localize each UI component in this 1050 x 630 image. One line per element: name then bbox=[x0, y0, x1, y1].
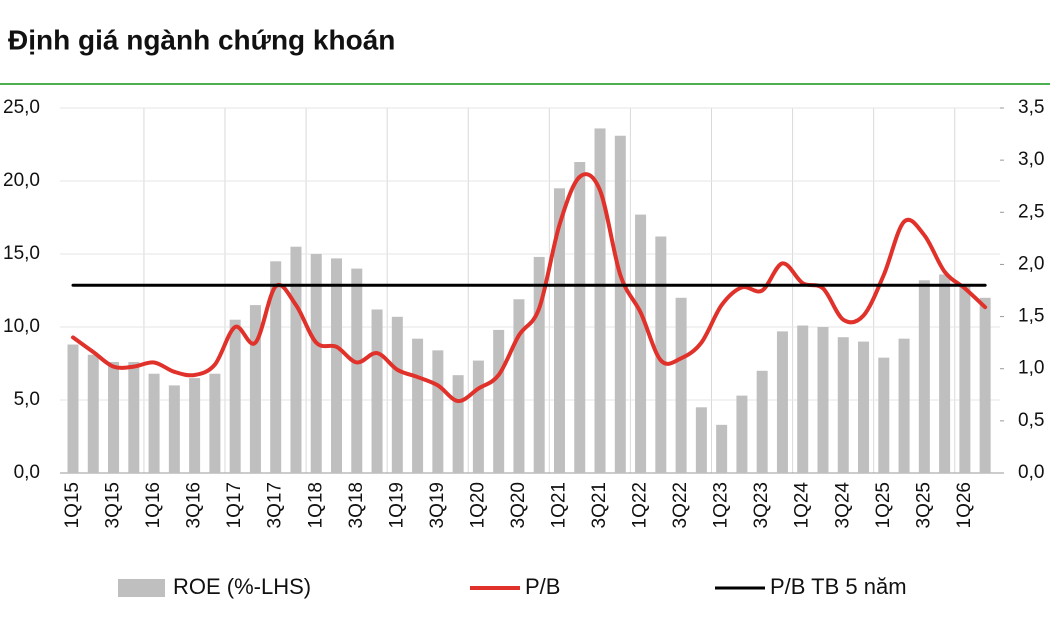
bar bbox=[270, 261, 282, 473]
bar bbox=[695, 407, 707, 473]
bar bbox=[533, 256, 545, 473]
bar bbox=[797, 325, 809, 473]
bar bbox=[189, 378, 201, 473]
x-tick-label: 3Q16 bbox=[184, 482, 205, 528]
x-tick-label: 3Q21 bbox=[589, 482, 610, 528]
x-tick-label: 1Q18 bbox=[305, 482, 326, 528]
bar bbox=[635, 214, 647, 473]
bar bbox=[108, 362, 120, 473]
bar bbox=[229, 319, 241, 473]
x-tick-label: 1Q16 bbox=[143, 482, 164, 528]
bar bbox=[817, 327, 829, 473]
x-tick-label: 3Q17 bbox=[265, 482, 286, 528]
bar bbox=[412, 338, 424, 473]
y-tick-label: 15,0 bbox=[3, 243, 40, 264]
bar bbox=[513, 299, 525, 473]
bar bbox=[331, 258, 343, 473]
y2-tick-label: 1,0 bbox=[1018, 358, 1044, 379]
bar bbox=[371, 309, 383, 473]
x-tick-label: 1Q17 bbox=[224, 482, 245, 528]
bar bbox=[148, 373, 160, 473]
bar bbox=[493, 329, 505, 473]
bar bbox=[979, 297, 991, 473]
bar bbox=[594, 128, 606, 473]
y2-tick-label: 2,0 bbox=[1018, 253, 1044, 274]
x-tick-label: 1Q26 bbox=[954, 482, 975, 528]
chart-title: Định giá ngành chứng khoán bbox=[8, 24, 395, 55]
bar bbox=[209, 373, 221, 473]
bar bbox=[452, 375, 464, 473]
legend-swatch bbox=[118, 579, 165, 597]
bar bbox=[67, 344, 79, 473]
bar bbox=[391, 316, 403, 473]
bar bbox=[878, 357, 890, 473]
bar bbox=[898, 338, 910, 473]
y2-tick-label: 3,0 bbox=[1018, 149, 1044, 170]
x-tick-label: 1Q24 bbox=[792, 482, 813, 529]
bar bbox=[858, 341, 870, 473]
legend-label: P/B TB 5 năm bbox=[770, 574, 907, 599]
x-tick-label: 1Q21 bbox=[548, 482, 569, 528]
bar bbox=[87, 354, 99, 473]
y2-tick-label: 2,5 bbox=[1018, 201, 1044, 222]
x-tick-label: 3Q19 bbox=[427, 482, 448, 528]
x-tick-label: 1Q19 bbox=[386, 482, 407, 528]
bar bbox=[918, 280, 930, 473]
bar bbox=[655, 236, 667, 473]
bar bbox=[716, 424, 728, 473]
y-tick-label: 0,0 bbox=[14, 462, 40, 483]
bar bbox=[553, 188, 565, 474]
bar bbox=[290, 246, 302, 473]
x-tick-label: 3Q23 bbox=[751, 482, 772, 528]
x-tick-label: 3Q22 bbox=[670, 482, 691, 528]
legend-label: ROE (%-LHS) bbox=[173, 574, 311, 599]
y-tick-label: 20,0 bbox=[3, 170, 40, 191]
bar bbox=[128, 362, 140, 473]
bar bbox=[432, 350, 444, 473]
x-tick-label: 3Q18 bbox=[346, 482, 367, 528]
bar bbox=[574, 162, 586, 473]
y2-tick-label: 1,5 bbox=[1018, 306, 1044, 327]
y2-tick-label: 0,0 bbox=[1018, 462, 1044, 483]
x-tick-label: 1Q22 bbox=[630, 482, 651, 528]
x-tick-label: 1Q23 bbox=[711, 482, 732, 528]
bar bbox=[310, 254, 322, 473]
y-tick-label: 25,0 bbox=[3, 97, 40, 118]
legend-label: P/B bbox=[525, 574, 560, 599]
y-tick-label: 5,0 bbox=[14, 389, 40, 410]
bar bbox=[472, 360, 484, 473]
line bbox=[71, 172, 988, 404]
bar bbox=[736, 395, 748, 473]
bar bbox=[776, 331, 788, 473]
x-tick-label: 1Q15 bbox=[62, 482, 83, 528]
bar bbox=[959, 284, 971, 473]
bar bbox=[939, 274, 951, 473]
bar bbox=[614, 135, 626, 474]
bar bbox=[675, 297, 687, 473]
x-tick-label: 3Q25 bbox=[913, 482, 934, 528]
bar bbox=[351, 268, 363, 473]
bar bbox=[756, 370, 768, 473]
x-tick-label: 1Q25 bbox=[873, 482, 894, 528]
x-tick-label: 3Q24 bbox=[832, 482, 853, 529]
y2-tick-label: 3,5 bbox=[1018, 97, 1044, 118]
bar bbox=[249, 305, 261, 473]
bar bbox=[837, 337, 849, 473]
x-tick-label: 3Q20 bbox=[508, 482, 529, 528]
y2-tick-label: 0,5 bbox=[1018, 410, 1044, 431]
x-tick-label: 1Q20 bbox=[467, 482, 488, 528]
y-tick-label: 10,0 bbox=[3, 316, 40, 337]
x-tick-label: 3Q15 bbox=[103, 482, 124, 528]
bar bbox=[168, 385, 180, 473]
